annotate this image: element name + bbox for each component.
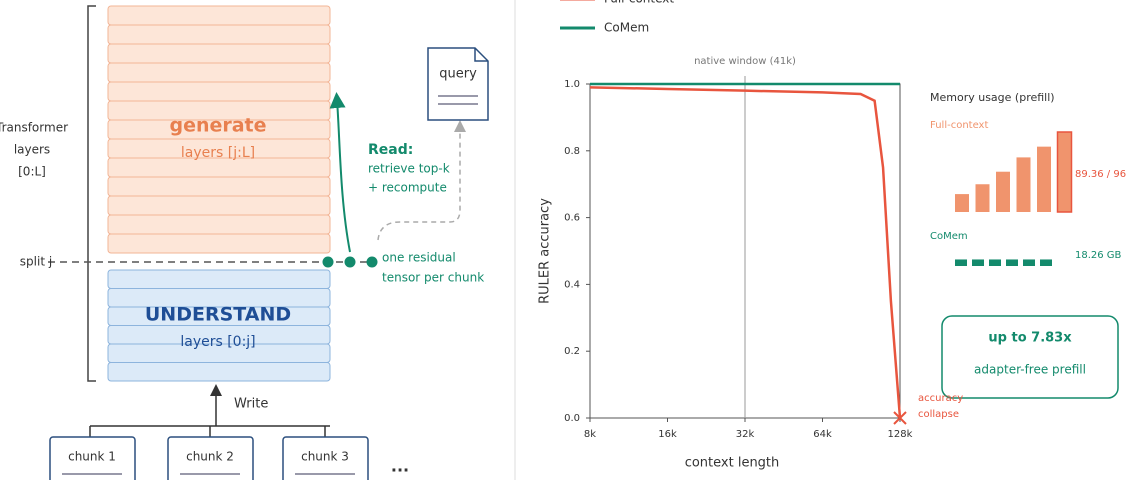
memory-title: Memory usage (prefill) (930, 91, 1055, 104)
memory-bar (972, 259, 984, 266)
callout-title: up to 7.83x (988, 331, 1072, 346)
x-tick-label: 16k (658, 429, 677, 440)
legend-label: Full-context (604, 0, 674, 6)
bracket (87, 5, 96, 382)
x-axis-label: context length (685, 456, 780, 471)
generate-layer (107, 81, 331, 102)
residual-dot (322, 256, 334, 268)
memory-bar (989, 259, 1001, 266)
generate-layer (107, 62, 331, 83)
generate-layer (107, 195, 331, 216)
split-label: split j (20, 255, 52, 269)
stack-label: Transformer (0, 121, 68, 135)
y-tick-label: 0.8 (564, 146, 580, 157)
residual-dot (366, 256, 378, 268)
x-tick-label: 64k (813, 429, 832, 440)
chunk-label: chunk 3 (301, 450, 349, 464)
chunk-label: chunk 2 (186, 450, 234, 464)
generate-layer (107, 214, 331, 235)
doc-fold (474, 48, 488, 62)
memory-bar (996, 171, 1010, 212)
understand-title: UNDERSTAND (145, 304, 291, 326)
understand-layer (107, 362, 331, 382)
series-line (589, 86, 902, 419)
legend-label: CoMem (604, 21, 649, 35)
ellipsis: ... (391, 457, 409, 476)
generate-layer (107, 43, 331, 64)
understand-layers: layers [0:j] (180, 334, 255, 350)
y-tick-label: 0.4 (564, 279, 580, 290)
memory-group-label: CoMem (930, 231, 968, 242)
y-tick-label: 0.6 (564, 213, 580, 224)
memory-bar (1016, 157, 1031, 212)
x-tick-label: 128k (888, 429, 913, 440)
native-window-label: native window (41k) (694, 56, 796, 67)
y-tick-label: 0.2 (564, 346, 580, 357)
collapse-label: accuracy (918, 393, 963, 404)
residual-label: tensor per chunk (382, 271, 484, 285)
x-tick-label: 32k (736, 429, 755, 440)
y-tick-label: 1.0 (564, 79, 580, 90)
chunk-box (167, 436, 254, 480)
memory-bar (1040, 259, 1052, 266)
y-tick-label: 0.0 (564, 413, 580, 424)
callout-subtitle: adapter-free prefill (974, 363, 1086, 377)
callout-box (941, 315, 1119, 399)
query-label: query (439, 67, 477, 82)
generate-layer (107, 176, 331, 197)
residual-dot (344, 256, 356, 268)
generate-layer (107, 24, 331, 45)
memory-bar (955, 259, 967, 266)
memory-group-label: Full-context (930, 120, 988, 131)
chunk-box (49, 436, 136, 480)
read-line: + recompute (368, 181, 447, 195)
memory-bar (1006, 259, 1018, 266)
memory-bar (1037, 146, 1051, 212)
generate-layer (107, 233, 331, 254)
chunk-box (282, 436, 369, 480)
memory-value-label: 18.26 GB (1075, 250, 1122, 261)
memory-bar (955, 194, 969, 212)
memory-bar (1023, 259, 1035, 266)
read-line: retrieve top-k (368, 162, 450, 176)
generate-title: generate (169, 115, 266, 137)
x-tick-label: 8k (584, 429, 596, 440)
collapse-label: collapse (918, 409, 959, 420)
stack-label: [0:L] (18, 165, 46, 179)
understand-layer (107, 269, 331, 289)
read-arrow (329, 92, 351, 253)
residual-label: one residual (382, 251, 456, 265)
stack-label: layers (14, 143, 50, 157)
read-title: Read: (368, 142, 413, 158)
query-arrow (377, 120, 466, 241)
chunk-label: chunk 1 (68, 450, 116, 464)
memory-value-label: 89.36 / 96 (1075, 169, 1126, 180)
write-label: Write (234, 397, 268, 412)
query-doc (427, 47, 489, 121)
layer-stack (107, 5, 331, 382)
memory-bar (1056, 131, 1073, 213)
collapse-marker (893, 411, 907, 425)
bus-drop (89, 426, 326, 437)
y-axis-label: RULER accuracy (538, 198, 553, 304)
generate-layers: layers [j:L] (181, 145, 255, 161)
generate-layer (107, 5, 331, 26)
memory-bar (975, 184, 990, 212)
